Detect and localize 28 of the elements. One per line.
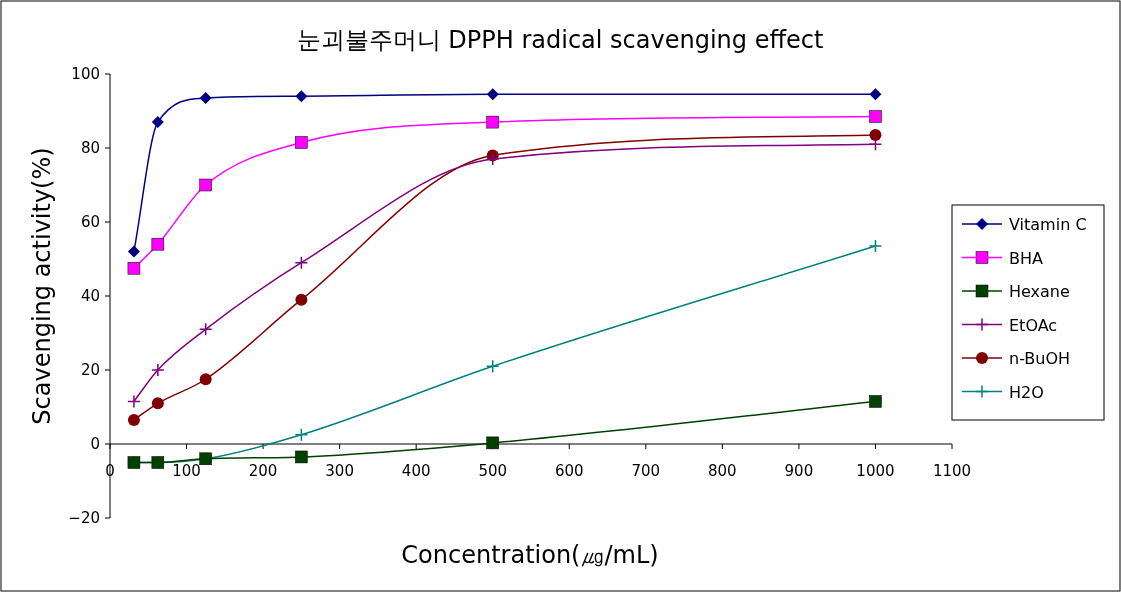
legend-label: Hexane	[1009, 282, 1070, 301]
x-tick-label: 700	[631, 462, 661, 480]
x-tick-label: 100	[172, 462, 201, 480]
x-tick-label: 1100	[932, 462, 972, 480]
y-tick-label: 20	[80, 361, 100, 379]
legend-label: Vitamin C	[1009, 215, 1087, 234]
y-tick-label: 60	[80, 213, 100, 231]
x-tick-label: 0	[105, 462, 115, 480]
x-tick-label: 900	[784, 462, 814, 480]
y-axis-title: Scavenging activity(%)	[28, 147, 56, 425]
legend-label: H2O	[1009, 382, 1044, 402]
y-tick-label: 100	[71, 65, 100, 83]
y-tick-label: −20	[68, 509, 100, 527]
x-tick-label: 500	[478, 462, 508, 480]
legend-label: BHA	[1009, 248, 1044, 268]
x-tick-label: 600	[554, 462, 584, 480]
legend-label: EtOAc	[1009, 315, 1058, 335]
x-tick-label: 400	[401, 462, 431, 480]
x-tick-label: 200	[248, 462, 278, 480]
y-tick-label: 0	[90, 435, 100, 453]
x-axis-title: Concentration(㎍/mL)	[401, 541, 659, 569]
legend-label: n-BuOH	[1009, 349, 1071, 368]
x-tick-label: 800	[708, 462, 737, 480]
x-tick-label: 300	[325, 462, 354, 480]
y-tick-label: 80	[80, 139, 100, 157]
chart-title: 눈괴불주머니 DPPH radical scavenging effect	[296, 26, 824, 54]
y-tick-label: 40	[80, 287, 100, 305]
x-tick-label: 1000	[856, 462, 895, 480]
